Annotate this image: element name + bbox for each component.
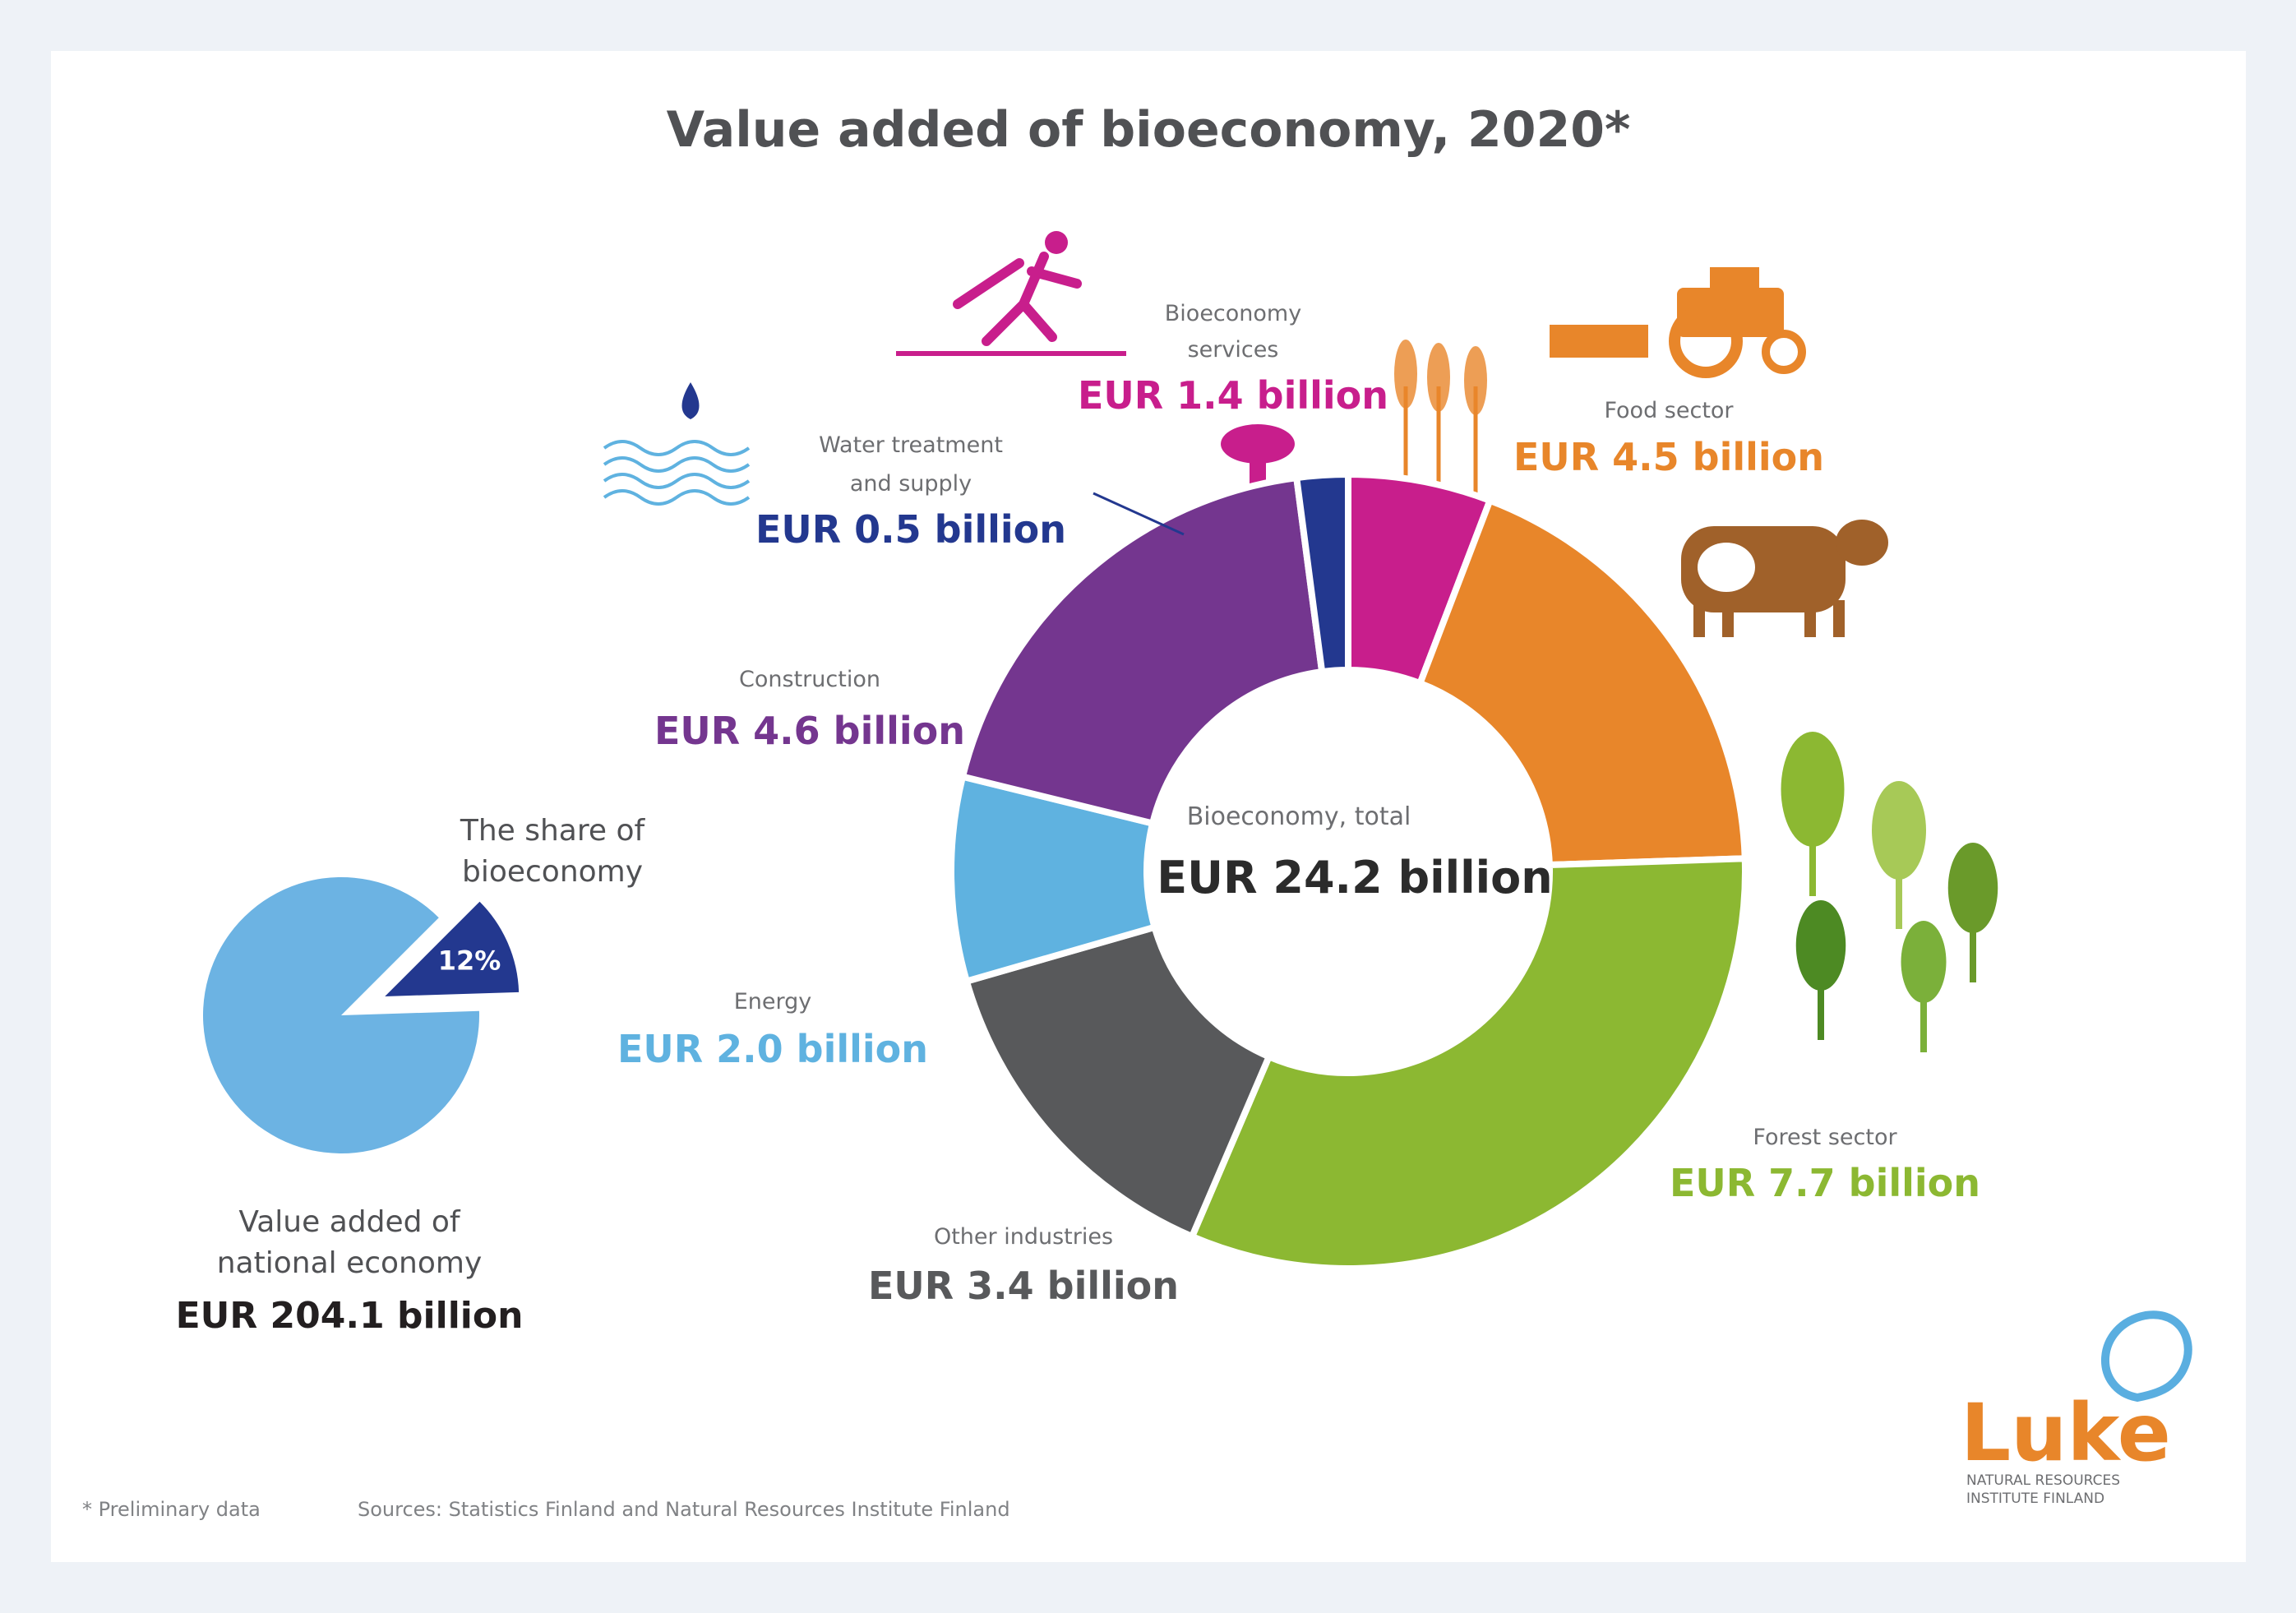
donut-center-label: Bioeconomy, total — [1187, 802, 1411, 831]
pie-slice-bioeconomy — [385, 901, 520, 996]
wheat-ear-icon — [1427, 343, 1450, 412]
water-leader-line — [1093, 492, 1185, 536]
water-wave-icon — [603, 456, 751, 473]
pie-slice-rest — [203, 877, 479, 1154]
tractor-body-icon — [1677, 288, 1784, 337]
water-wave-icon — [603, 473, 751, 489]
label-other-industries-name-1: Other industries — [934, 1224, 1113, 1250]
donut-segment-water-treatment-and-supply — [1292, 470, 1351, 676]
pie-caption-line-1: Value added of — [238, 1205, 461, 1239]
tree-icon — [1781, 732, 1845, 847]
share-pie-labels: 12% The share of bioeconomy Value added of n… — [176, 814, 646, 1337]
water-drop-icon — [681, 382, 700, 419]
tree-trunk-icon — [1818, 982, 1824, 1040]
logo-subtitle-2: INSTITUTE FINLAND — [1966, 1491, 2104, 1507]
leaf-logo-icon — [2101, 1310, 2192, 1403]
tractor-wheel-icon — [1762, 330, 1806, 374]
tree-trunk-icon — [1809, 839, 1816, 896]
logo-subtitle-1: NATURAL RESOURCES — [1966, 1472, 2120, 1489]
label-construction-name-1: Construction — [739, 667, 880, 692]
water-wave-icon — [603, 440, 751, 456]
plough-icon — [1550, 325, 1648, 358]
skier-head-icon — [1045, 231, 1068, 254]
donut-center-value: EUR 24.2 billion — [1157, 852, 1552, 904]
label-forest-sector-value: EUR 7.7 billion — [1670, 1161, 1980, 1205]
wheat-ear-icon — [1394, 340, 1417, 409]
skier-body-icon — [953, 252, 1082, 346]
water-wave-icon — [603, 489, 751, 506]
luke-logo: Luke NATURAL RESOURCES INSTITUTE FINLAND — [1961, 1310, 2192, 1507]
tree-icon — [1795, 900, 1846, 991]
donut-segment-forest-sector — [1187, 855, 1749, 1272]
wheat-ear-icon — [1464, 346, 1487, 415]
cow-leg-icon — [1804, 600, 1816, 637]
pie-slice-label: 12% — [438, 945, 501, 976]
chart-title: Value added of bioeconomy, 2020* — [667, 101, 1631, 159]
tree-trunk-icon — [1920, 995, 1927, 1052]
pie-caption-value: EUR 204.1 billion — [176, 1295, 524, 1337]
label-energy-name-1: Energy — [734, 989, 812, 1014]
tractor-wheel-icon — [1669, 304, 1743, 378]
footer-sources: Sources: Statistics Finland and Natural … — [358, 1498, 1010, 1521]
label-water-treatment-and-supply-name-1: Water treatment — [819, 432, 1003, 458]
decorative-icons — [603, 231, 1998, 1052]
cow-leg-icon — [1833, 600, 1845, 637]
logo-text: Luke — [1961, 1387, 2171, 1479]
tractor-cab-icon — [1710, 267, 1759, 293]
share-title-line-2: bioeconomy — [462, 855, 643, 889]
label-water-treatment-and-supply-value: EUR 0.5 billion — [755, 507, 1066, 552]
cow-leg-icon — [1693, 600, 1705, 637]
pie-caption-line-2: national economy — [217, 1246, 483, 1280]
cow-head-icon — [1836, 520, 1888, 566]
tree-trunk-icon — [1970, 925, 1976, 982]
share-pie — [203, 877, 520, 1154]
footer-note: * Preliminary data — [82, 1498, 261, 1521]
label-energy-value: EUR 2.0 billion — [617, 1027, 928, 1071]
label-food-sector-value: EUR 4.5 billion — [1513, 435, 1824, 479]
cow-leg-icon — [1722, 600, 1734, 637]
tree-trunk-icon — [1896, 871, 1902, 929]
label-water-treatment-and-supply-name-2: and supply — [850, 471, 972, 497]
label-bioeconomy-services-value: EUR 1.4 billion — [1078, 373, 1388, 418]
tree-icon — [1947, 843, 1998, 933]
label-bioeconomy-services-name-1: Bioeconomy — [1165, 301, 1301, 326]
donut-segment-construction — [959, 474, 1326, 828]
donut-segment-food-sector — [1416, 496, 1749, 869]
label-forest-sector-name-1: Forest sector — [1753, 1125, 1897, 1150]
label-construction-value: EUR 4.6 billion — [654, 709, 965, 753]
share-title-line-1: The share of — [460, 814, 646, 848]
label-food-sector-name-1: Food sector — [1604, 398, 1734, 423]
tree-icon — [1872, 781, 1926, 880]
donut-segment-other-industries — [962, 922, 1273, 1241]
donut-chart — [948, 470, 1749, 1272]
tree-icon — [1901, 921, 1947, 1003]
mushroom-cap-icon — [1221, 424, 1295, 464]
donut-labels: Bioeconomy services EUR 1.4 billion Food se… — [617, 301, 1980, 1308]
label-other-industries-value: EUR 3.4 billion — [868, 1264, 1179, 1308]
cow-patch-icon — [1698, 543, 1755, 592]
label-bioeconomy-services-name-2: services — [1188, 337, 1279, 363]
